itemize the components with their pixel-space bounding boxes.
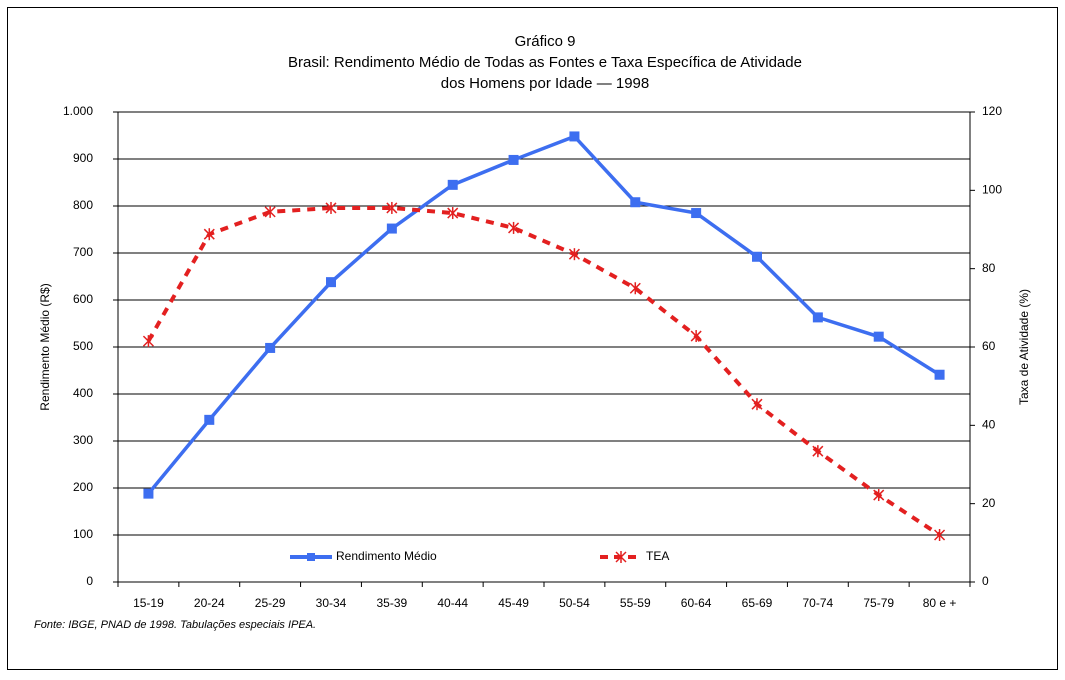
marker (629, 282, 641, 295)
marker (265, 342, 276, 353)
x-tick-label: 75-79 (863, 596, 894, 610)
marker (690, 330, 702, 343)
y-tick-label: 500 (73, 339, 93, 353)
x-tick-label: 45-49 (498, 596, 529, 610)
marker (934, 529, 946, 541)
x-tick-label: 50-54 (559, 596, 590, 610)
marker (568, 248, 580, 261)
legend-marker (615, 551, 627, 563)
x-tick-label: 70-74 (803, 596, 834, 610)
marker (873, 489, 885, 502)
chart-title: Gráfico 9 (515, 33, 576, 50)
x-tick-label: 60-64 (681, 596, 712, 610)
marker (508, 221, 520, 234)
y-tick-label: 100 (73, 527, 93, 541)
chart-title: Brasil: Rendimento Médio de Todas as Fon… (288, 54, 802, 71)
x-tick-label: 15-19 (133, 596, 164, 610)
y2-tick-label: 40 (982, 418, 996, 432)
marker (325, 201, 337, 214)
marker (326, 277, 336, 288)
marker (142, 335, 154, 348)
y-tick-label: 700 (73, 245, 93, 259)
x-tick-label: 40-44 (437, 596, 468, 610)
y-tick-label: 900 (73, 151, 93, 165)
marker (691, 208, 702, 219)
marker (386, 201, 398, 214)
marker (751, 398, 763, 411)
y2-axis-label: Taxa de Atividade (%) (1017, 289, 1031, 405)
y-axis-label: Rendimento Médio (R$) (38, 283, 52, 410)
y2-tick-label: 120 (982, 104, 1002, 118)
y-tick-label: 600 (73, 292, 93, 306)
x-tick-label: 30-34 (316, 596, 347, 610)
marker (752, 251, 762, 262)
y-tick-label: 0 (86, 574, 93, 588)
y2-tick-label: 0 (982, 574, 989, 588)
x-tick-label: 65-69 (742, 596, 773, 610)
legend-label: Rendimento Médio (336, 549, 437, 563)
marker (447, 179, 458, 190)
series-line (146, 205, 941, 537)
marker (508, 154, 519, 165)
marker (812, 445, 824, 458)
marker (630, 197, 641, 208)
marker (143, 488, 154, 499)
source-note: Fonte: IBGE, PNAD de 1998. Tabulações es… (34, 619, 316, 631)
y2-tick-label: 20 (982, 496, 996, 510)
x-tick-label: 35-39 (377, 596, 408, 610)
x-tick-label: 25-29 (255, 596, 286, 610)
marker (934, 369, 945, 380)
series-line (147, 134, 941, 495)
marker (264, 205, 276, 218)
chart-title: dos Homens por Idade — 1998 (441, 75, 649, 92)
y2-tick-label: 60 (982, 339, 996, 353)
y-tick-label: 1.000 (63, 104, 93, 118)
y2-tick-label: 80 (982, 261, 996, 275)
y-tick-label: 400 (73, 386, 93, 400)
marker (203, 228, 215, 241)
marker (386, 223, 397, 234)
marker (873, 331, 884, 342)
x-tick-label: 80 e + (923, 596, 957, 610)
marker (812, 312, 823, 323)
y-tick-label: 800 (73, 198, 93, 212)
marker (447, 207, 459, 220)
y-tick-label: 200 (73, 480, 93, 494)
legend-label: TEA (646, 549, 669, 563)
y-tick-label: 300 (73, 433, 93, 447)
legend-marker (307, 553, 315, 561)
y2-tick-label: 100 (982, 183, 1002, 197)
marker (204, 414, 215, 425)
frame (7, 7, 1058, 670)
x-tick-label: 55-59 (620, 596, 651, 610)
marker (569, 131, 580, 142)
x-tick-label: 20-24 (194, 596, 225, 610)
